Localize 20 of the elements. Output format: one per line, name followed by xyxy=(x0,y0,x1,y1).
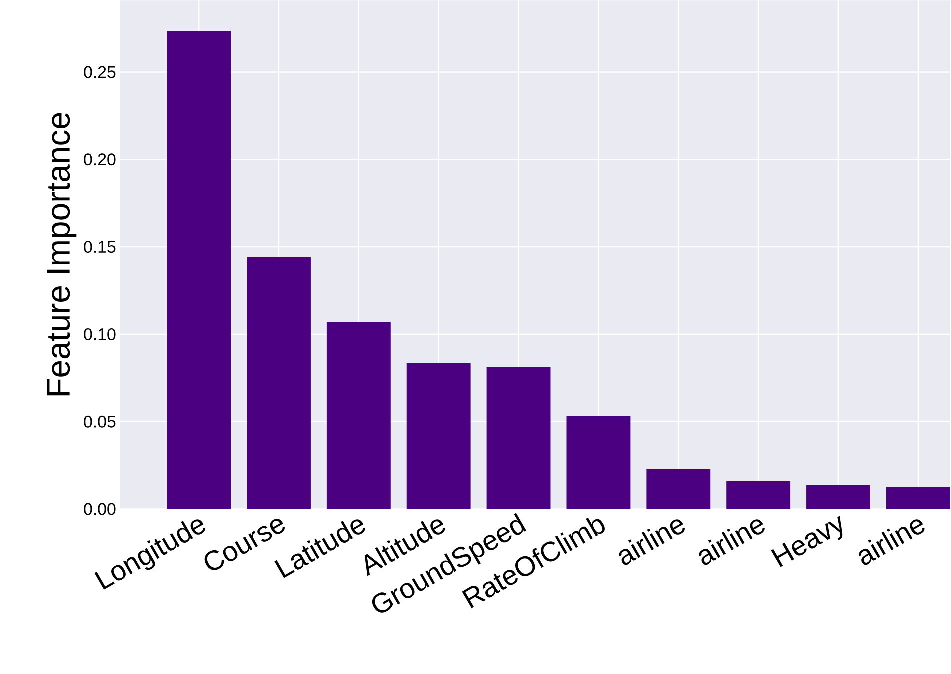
y-tick-label: 0.15 xyxy=(84,241,116,253)
y-axis-title: Feature Importance xyxy=(47,113,77,396)
bar xyxy=(726,481,791,510)
x-tick-label: airline xyxy=(699,520,765,566)
bar xyxy=(486,367,551,510)
bar xyxy=(406,363,471,510)
bar xyxy=(566,416,631,510)
bar xyxy=(886,487,950,510)
x-tick-label: airline xyxy=(619,520,685,566)
y-tick-label: 0.00 xyxy=(84,503,116,516)
y-tick-label: 0.20 xyxy=(84,154,116,166)
bar xyxy=(326,322,391,510)
y-tick-label: 0.10 xyxy=(84,328,116,340)
bar xyxy=(646,469,711,510)
y-tick-label: 0.05 xyxy=(84,416,116,428)
x-tick-label: airline xyxy=(859,520,925,566)
bar xyxy=(247,257,311,510)
bar xyxy=(167,31,232,510)
y-tick-label: 0.25 xyxy=(84,66,116,78)
bar xyxy=(806,485,870,510)
